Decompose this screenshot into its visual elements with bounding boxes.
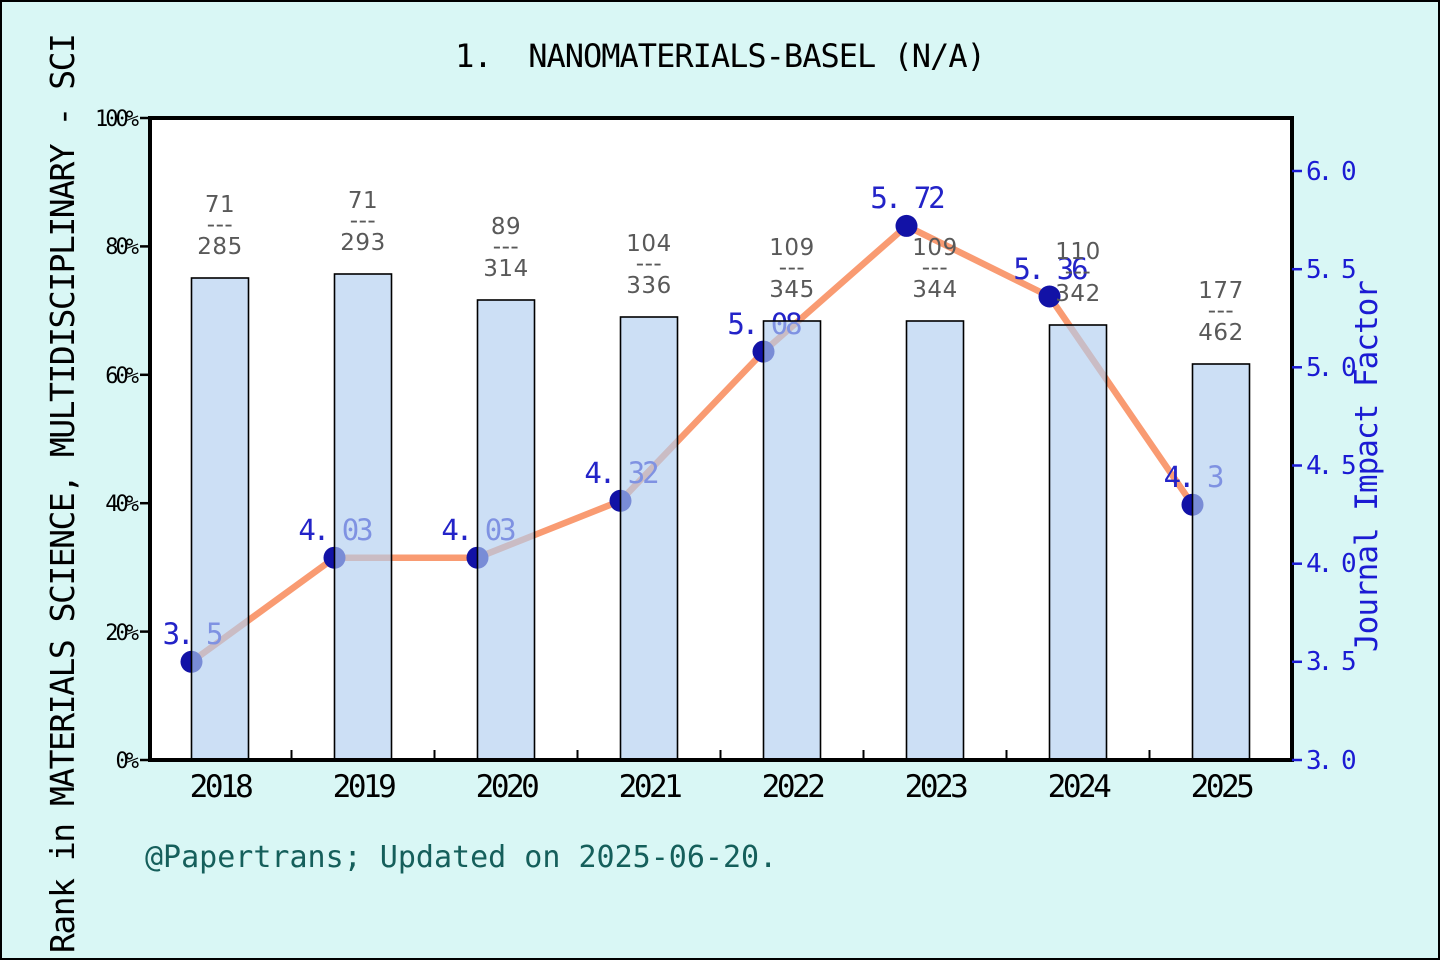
fraction-2023: 109 --- 344 [912,235,957,303]
plot-border [148,116,1294,762]
fraction-2021: 104 --- 336 [626,231,671,299]
right-tick-5.0: 5. 0 [1306,353,1355,383]
year-label-2024: 2024 [1048,769,1111,805]
plot-background [150,118,1292,760]
value-label-2024: 5. 36 [1013,252,1087,286]
fraction-divider: --- [636,251,662,277]
left-tick-40: 40% [105,492,138,517]
fraction-denominator: 285 [197,234,242,260]
fraction-2024: 110 --- 342 [1055,239,1100,307]
rank-bar-2019 [333,273,393,761]
value-label-2023: 5. 72 [870,181,943,215]
rank-bar-2024 [1048,324,1108,761]
rank-bar-2023 [905,320,965,761]
chart-title: 1. NANOMATERIALS-BASEL (N/A) [455,37,986,75]
fraction-2020: 89 --- 314 [483,214,528,282]
rank-bar-2018 [190,277,250,761]
fraction-denominator: 345 [769,277,814,303]
fraction-divider: --- [1208,298,1234,324]
fraction-2022: 109 --- 345 [769,235,814,303]
left-tick-20: 20% [105,621,138,646]
fraction-denominator: 336 [626,273,671,299]
left-axis-ticks [140,116,150,762]
rank-bar-2022 [762,320,822,761]
fraction-denominator: 344 [912,277,957,303]
year-label-2019: 2019 [333,769,395,805]
fraction-denominator: 462 [1198,320,1243,346]
fraction-divider: --- [493,234,519,260]
right-tick-4.0: 4. 0 [1306,549,1355,579]
fraction-2019: 71 --- 293 [340,188,385,256]
rank-bar-2025 [1191,363,1251,761]
fraction-2018: 71 --- 285 [197,192,242,260]
right-axis-tick-labels: 6. 0 5. 5 5. 0 4. 5 4. 0 3. 5 3. 0 [1306,157,1359,776]
left-tick-0: 0% [116,749,139,774]
right-tick-6.0: 6. 0 [1306,157,1355,187]
x-axis-minor-ticks [290,750,1151,758]
year-label-2018: 2018 [190,769,252,805]
fraction-divider: --- [1065,259,1091,285]
fraction-divider: --- [779,255,805,281]
fraction-numerator: 109 [769,235,814,261]
left-axis-tick-labels: 100% 80% 60% 40% 20% 0% [95,107,142,774]
left-tick-60: 60% [105,364,138,389]
footer-credit: @Papertrans; Updated on 2025-06-20. [145,840,778,875]
right-tick-4.5: 4. 5 [1306,451,1355,481]
fraction-2025: 177 --- 462 [1198,278,1243,346]
year-label-2025: 2025 [1191,769,1253,805]
right-axis-ticks [1292,169,1302,762]
left-axis-title: Rank in MATERIALS SCIENCE, MULTIDISCIPLI… [43,35,82,953]
fraction-divider: --- [922,255,948,281]
fraction-divider: --- [350,208,376,234]
year-label-2023: 2023 [905,769,967,805]
rank-bar-2020 [476,299,536,761]
fraction-numerator: 89 [491,214,521,240]
rank-bar-2021 [619,316,679,761]
fraction-denominator: 293 [340,230,385,256]
left-tick-80: 80% [105,235,138,260]
fraction-denominator: 342 [1055,281,1100,307]
fraction-numerator: 109 [912,235,957,261]
fraction-numerator: 71 [205,192,235,218]
fraction-numerator: 177 [1198,278,1243,304]
fraction-numerator: 110 [1055,239,1100,265]
year-label-2020: 2020 [476,769,538,805]
x-axis-tick-labels: 2018 2019 2020 2021 2022 2023 2024 2025 [190,769,1257,805]
fraction-divider: --- [207,212,233,238]
right-tick-3.5: 3. 5 [1306,647,1355,677]
year-label-2021: 2021 [619,769,681,805]
year-label-2022: 2022 [762,769,824,805]
fraction-numerator: 104 [626,231,671,257]
fraction-denominator: 314 [483,256,528,282]
data-point-2024 [1038,285,1061,308]
right-axis-title: Journal Impact Factor [1349,281,1385,652]
right-tick-3.0: 3. 0 [1306,746,1355,776]
rank-bar-series [190,273,1251,761]
left-tick-100: 100% [95,107,139,132]
rank-fraction-labels: 71 --- 285 71 --- 293 89 --- 314 104 ---… [197,188,1243,346]
fraction-numerator: 71 [348,188,378,214]
data-point-2023 [895,214,918,237]
right-tick-5.5: 5. 5 [1306,255,1355,285]
